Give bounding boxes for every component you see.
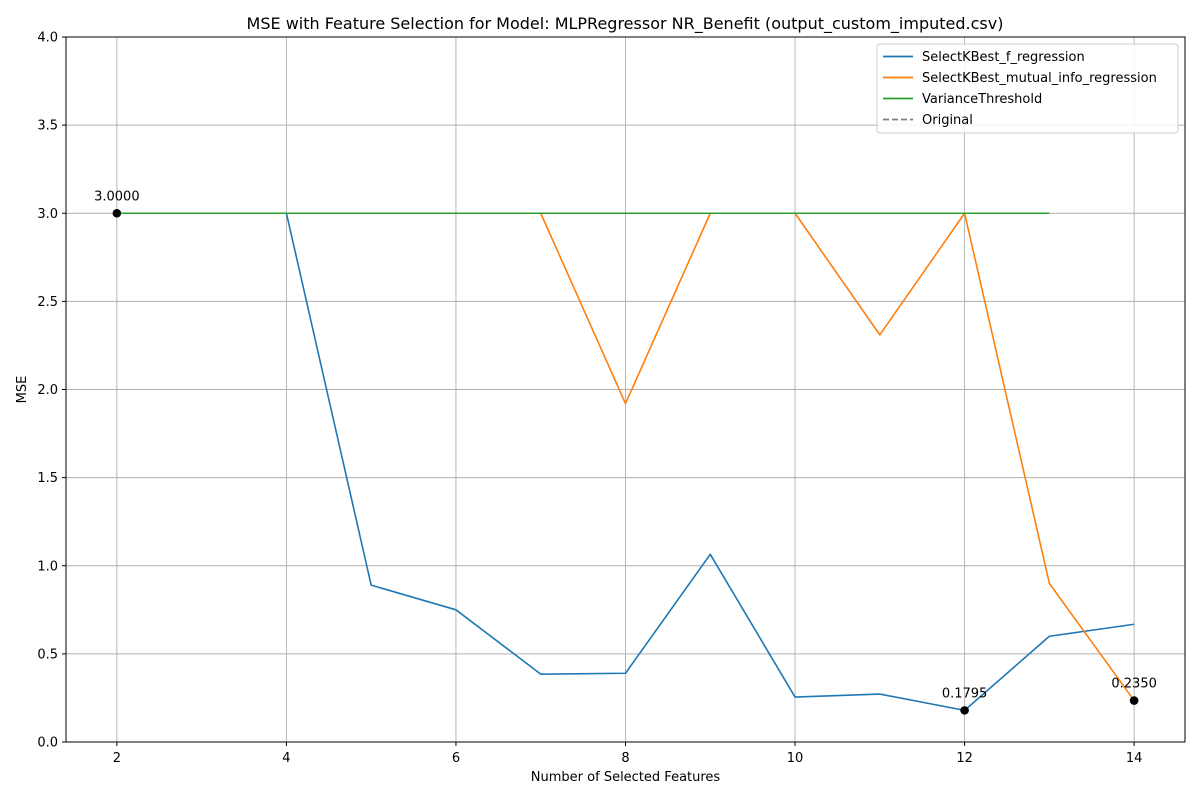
legend-label: Original [922, 113, 973, 128]
annotation-marker [112, 208, 122, 218]
y-tick-label: 0.0 [37, 736, 58, 751]
legend-label: SelectKBest_mutual_info_regression [922, 71, 1157, 86]
x-axis-label: Number of Selected Features [531, 770, 721, 785]
axis-ticks: 2 4 6 8 10 12 14 0.0 0.5 1.0 1.5 2.0 2.5 3.0 3.5 4.0 [37, 31, 1142, 767]
chart-title: MSE with Feature Selection for Model: ML… [247, 14, 1004, 34]
y-tick-label: 4.0 [37, 31, 58, 46]
annotation-marker [960, 706, 969, 715]
legend-label: VarianceThreshold [922, 92, 1042, 107]
annotation-markers: 3.0000 0.1795 0.2350 [94, 189, 1157, 715]
x-tick-label: 10 [787, 751, 804, 766]
y-tick-label: 2.0 [37, 383, 58, 398]
x-tick-label: 8 [621, 751, 629, 766]
annotation-label: 0.2350 [1111, 677, 1157, 692]
x-tick-label: 2 [113, 751, 121, 766]
y-tick-label: 3.0 [37, 207, 58, 222]
x-tick-label: 6 [452, 751, 460, 766]
annotation-marker [1129, 696, 1139, 705]
legend-label: SelectKBest_f_regression [922, 50, 1085, 65]
annotation-label: 3.0000 [94, 189, 140, 204]
annotation-label: 0.1795 [942, 686, 988, 701]
y-tick-label: 3.5 [37, 119, 58, 134]
legend-box [876, 43, 1179, 134]
y-tick-label: 2.5 [37, 295, 58, 310]
grid [66, 36, 1185, 743]
y-axis-label: MSE [15, 376, 30, 404]
x-tick-label: 14 [1126, 751, 1143, 766]
y-tick-label: 1.5 [37, 471, 58, 486]
y-tick-label: 0.5 [37, 647, 58, 662]
x-tick-label: 12 [956, 751, 973, 766]
y-tick-label: 1.0 [37, 559, 58, 574]
legend: SelectKBest_f_regression SelectKBest_mutu… [876, 43, 1179, 134]
x-tick-label: 4 [282, 751, 290, 766]
